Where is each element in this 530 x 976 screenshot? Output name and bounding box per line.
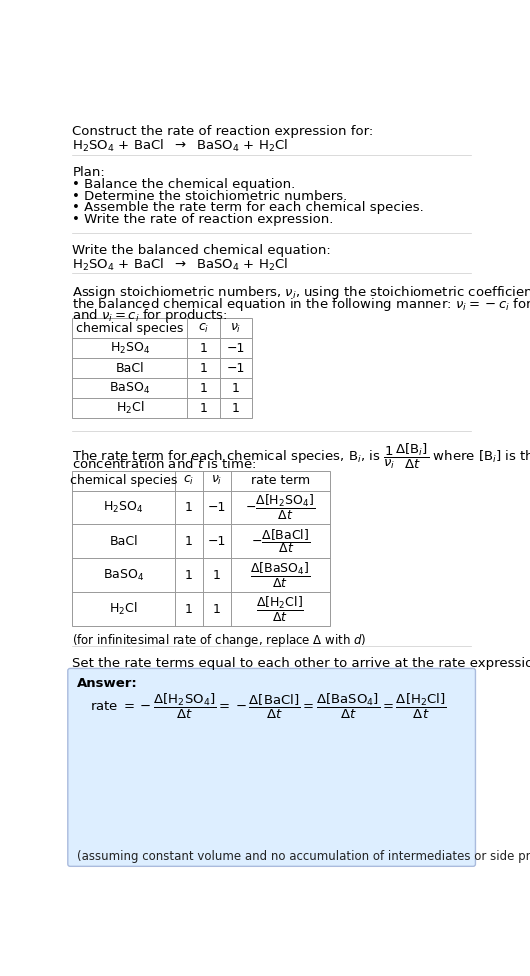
Text: concentration and $t$ is time:: concentration and $t$ is time:: [73, 457, 257, 470]
Text: $\dfrac{\Delta[\mathrm{BaSO_4}]}{\Delta t}$: $\dfrac{\Delta[\mathrm{BaSO_4}]}{\Delta …: [250, 561, 311, 590]
Text: 1: 1: [232, 402, 240, 415]
Text: 1: 1: [185, 501, 192, 514]
Text: $\mathrm{H_2}$Cl: $\mathrm{H_2}$Cl: [109, 601, 138, 617]
Text: Answer:: Answer:: [77, 677, 138, 690]
Text: $\mathrm{BaSO_4}$: $\mathrm{BaSO_4}$: [109, 381, 151, 395]
Text: • Write the rate of reaction expression.: • Write the rate of reaction expression.: [73, 213, 334, 225]
Text: 1: 1: [199, 382, 207, 394]
Text: $\dfrac{\Delta[\mathrm{H_2Cl}]}{\Delta t}$: $\dfrac{\Delta[\mathrm{H_2Cl}]}{\Delta t…: [256, 594, 304, 624]
Text: $\mathrm{BaSO_4}$: $\mathrm{BaSO_4}$: [103, 568, 144, 583]
Text: • Balance the chemical equation.: • Balance the chemical equation.: [73, 178, 296, 191]
FancyBboxPatch shape: [68, 669, 475, 867]
Text: −1: −1: [227, 342, 245, 354]
Text: $c_i$: $c_i$: [183, 474, 195, 487]
Text: 1: 1: [199, 402, 207, 415]
Text: Plan:: Plan:: [73, 166, 105, 179]
Text: $\nu_i$: $\nu_i$: [231, 321, 242, 335]
Text: $-\dfrac{\Delta[\mathrm{H_2SO_4}]}{\Delta t}$: $-\dfrac{\Delta[\mathrm{H_2SO_4}]}{\Delt…: [245, 493, 315, 522]
Text: $\nu_i$: $\nu_i$: [211, 474, 222, 487]
Text: $\mathrm{H_2SO_4}$: $\mathrm{H_2SO_4}$: [103, 500, 144, 515]
Bar: [73, 470, 330, 626]
Text: chemical species: chemical species: [70, 474, 178, 487]
Text: The rate term for each chemical species, B$_i$, is $\dfrac{1}{\nu_i}\dfrac{\Delt: The rate term for each chemical species,…: [73, 441, 530, 470]
Text: 1: 1: [199, 342, 207, 354]
Text: Assign stoichiometric numbers, $\nu_i$, using the stoichiometric coefficients, $: Assign stoichiometric numbers, $\nu_i$, …: [73, 284, 530, 302]
Text: $c_i$: $c_i$: [198, 321, 209, 335]
Text: 1: 1: [185, 602, 192, 616]
Text: (assuming constant volume and no accumulation of intermediates or side products): (assuming constant volume and no accumul…: [77, 850, 530, 863]
Text: Set the rate terms equal to each other to arrive at the rate expression:: Set the rate terms equal to each other t…: [73, 657, 530, 670]
Text: • Determine the stoichiometric numbers.: • Determine the stoichiometric numbers.: [73, 189, 348, 202]
Text: rate $= -\dfrac{\Delta[\mathrm{H_2SO_4}]}{\Delta t} = -\dfrac{\Delta[\mathrm{BaC: rate $= -\dfrac{\Delta[\mathrm{H_2SO_4}]…: [90, 692, 446, 721]
Text: the balanced chemical equation in the following manner: $\nu_i = -c_i$ for react: the balanced chemical equation in the fo…: [73, 296, 530, 312]
Text: $\mathrm{H_2}$Cl: $\mathrm{H_2}$Cl: [116, 400, 144, 416]
Text: and $\nu_i = c_i$ for products:: and $\nu_i = c_i$ for products:: [73, 307, 228, 324]
Text: Write the balanced chemical equation:: Write the balanced chemical equation:: [73, 244, 331, 257]
Bar: [73, 318, 252, 418]
Text: BaCl: BaCl: [109, 535, 138, 548]
Text: BaCl: BaCl: [116, 362, 144, 375]
Text: −1: −1: [207, 501, 226, 514]
Text: chemical species: chemical species: [76, 322, 183, 335]
Text: $-\dfrac{\Delta[\mathrm{BaCl}]}{\Delta t}$: $-\dfrac{\Delta[\mathrm{BaCl}]}{\Delta t…: [251, 527, 310, 555]
Text: Construct the rate of reaction expression for:: Construct the rate of reaction expressio…: [73, 125, 374, 138]
Text: $\mathrm{H_2SO_4}$ + BaCl  $\rightarrow$  $\mathrm{BaSO_4}$ + $\mathrm{H_2}$Cl: $\mathrm{H_2SO_4}$ + BaCl $\rightarrow$ …: [73, 257, 289, 272]
Text: −1: −1: [227, 362, 245, 375]
Text: 1: 1: [213, 602, 220, 616]
Text: $\mathrm{H_2SO_4}$: $\mathrm{H_2SO_4}$: [110, 341, 150, 355]
Text: 1: 1: [185, 535, 192, 548]
Text: 1: 1: [199, 362, 207, 375]
Text: (for infinitesimal rate of change, replace Δ with $d$): (for infinitesimal rate of change, repla…: [73, 632, 367, 649]
Text: 1: 1: [185, 569, 192, 582]
Text: • Assemble the rate term for each chemical species.: • Assemble the rate term for each chemic…: [73, 201, 424, 214]
Text: −1: −1: [207, 535, 226, 548]
Text: 1: 1: [213, 569, 220, 582]
Text: rate term: rate term: [251, 474, 310, 487]
Text: $\mathrm{H_2SO_4}$ + BaCl  $\rightarrow$  $\mathrm{BaSO_4}$ + $\mathrm{H_2}$Cl: $\mathrm{H_2SO_4}$ + BaCl $\rightarrow$ …: [73, 138, 289, 154]
Text: 1: 1: [232, 382, 240, 394]
